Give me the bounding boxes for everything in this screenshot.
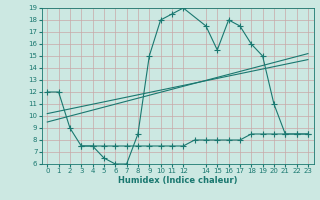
X-axis label: Humidex (Indice chaleur): Humidex (Indice chaleur) xyxy=(118,176,237,185)
